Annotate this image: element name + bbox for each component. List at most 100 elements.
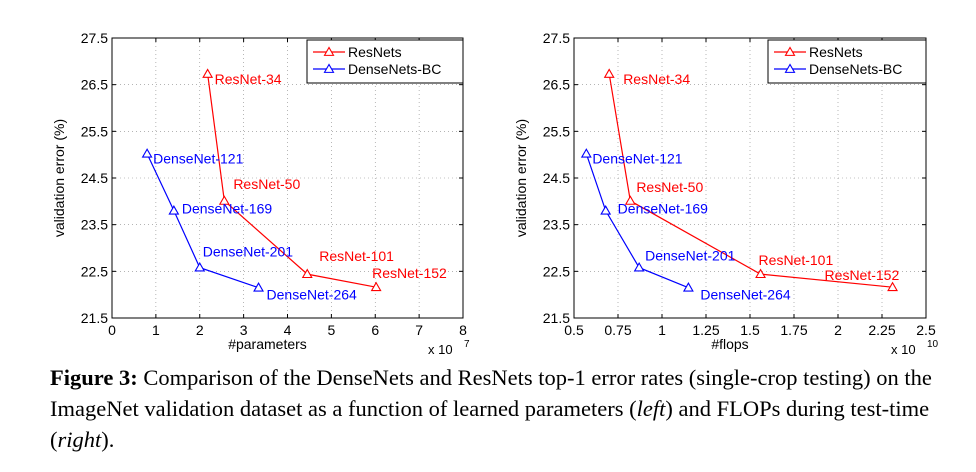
x-axis-label: #parameters	[228, 336, 307, 352]
data-label-resnet-34: ResNet-34	[215, 71, 282, 87]
y-tick-label: 27.5	[81, 30, 108, 46]
data-label-resnet-34: ResNet-34	[623, 71, 690, 87]
y-tick-label: 22.5	[543, 263, 570, 279]
y-tick-label: 26.5	[543, 77, 570, 93]
data-point-densenet-264	[682, 282, 694, 292]
legend-marker-resnets	[784, 46, 796, 56]
caption-text-1: Comparison of the DenseNets and ResNets …	[50, 365, 932, 421]
caption-label: Figure 3:	[50, 365, 138, 390]
data-point-densenet-201	[194, 261, 206, 272]
chart-flops: 0.5 0.75 1 1.25 1.5 1.75 2 2.25 2.5 21.5 22.5 23.5 2…	[513, 30, 939, 357]
x-axis-exponent: x 10	[891, 342, 916, 357]
data-point-densenet-121	[141, 148, 153, 158]
x-tick-label: 5	[327, 322, 335, 338]
x-tick-label: 1.25	[692, 322, 719, 338]
data-label-resnet-152: ResNet-152	[372, 265, 447, 281]
y-tick-label: 21.5	[81, 310, 108, 326]
y-tick-label: 21.5	[543, 310, 570, 326]
legend-label-resnets: ResNets	[348, 44, 402, 60]
data-point-resnet-152	[887, 281, 899, 292]
caption-italic-right: right	[57, 427, 102, 452]
x-tick-label: 3	[240, 322, 248, 338]
data-point-resnet-50	[624, 195, 636, 205]
data-label-resnet-101: ResNet-101	[319, 248, 394, 264]
y-tick-label: 23.5	[543, 217, 570, 233]
x-tick-label: 6	[371, 322, 379, 338]
data-label-densenet-264: DenseNet-264	[267, 287, 357, 303]
data-point-densenet-169	[600, 205, 612, 215]
x-axis-exponent-power: 10	[927, 339, 939, 350]
caption-text-3: ).	[101, 427, 115, 452]
figure-caption: Figure 3: Comparison of the DenseNets an…	[50, 362, 950, 455]
y-tick-label: 22.5	[81, 263, 108, 279]
y-tick-label: 24.5	[81, 170, 108, 186]
legend-marker-resnets	[323, 46, 335, 56]
chart-parameters: 0 1 2 3 4 5 6 7 821.522.523.524.525.526.527.5#pa…	[51, 30, 470, 357]
data-point-resnet-101	[755, 268, 767, 279]
data-label-resnet-152: ResNet-152	[825, 267, 900, 283]
legend-marker-densenets-bc	[323, 63, 335, 73]
x-tick-label: 1	[152, 322, 160, 338]
y-tick-label: 23.5	[81, 217, 108, 233]
x-tick-label: 2	[834, 322, 842, 338]
data-point-resnet-50	[218, 195, 230, 205]
x-tick-label: 2.5	[916, 322, 936, 338]
data-label-densenet-169: DenseNet-169	[618, 201, 708, 217]
x-axis-exponent: x 10	[428, 342, 453, 357]
data-point-densenet-121	[580, 148, 592, 158]
legend-marker-densenets-bc	[784, 63, 796, 73]
legend-box	[306, 39, 464, 84]
series-line-resnets	[207, 73, 377, 288]
data-label-resnet-50: ResNet-50	[233, 176, 300, 192]
data-point-resnet-34	[202, 68, 214, 78]
series-densenets-bc: DenseNet-121 DenseNet-169 DenseNet-201 Dens…	[580, 148, 791, 303]
x-tick-label: 8	[459, 322, 467, 338]
data-point-resnet-101	[301, 268, 313, 279]
charts-canvas: 0 1 2 3 4 5 6 7 821.522.523.524.525.526.527.5#pa…	[51, 30, 939, 357]
y-axis-label: validation error (%)	[51, 119, 67, 237]
x-tick-label: 4	[284, 322, 292, 338]
data-label-densenet-121: DenseNet-121	[153, 151, 243, 167]
x-axis-label: #flops	[711, 336, 748, 352]
x-tick-label: 1.5	[740, 322, 760, 338]
y-tick-label: 25.5	[81, 123, 108, 139]
x-tick-label: 2	[196, 322, 204, 338]
legend-label-densenets-bc: DenseNets-BC	[809, 61, 902, 77]
y-tick-label: 25.5	[543, 123, 570, 139]
data-point-densenet-169	[168, 205, 180, 215]
x-tick-label: 2.25	[868, 322, 895, 338]
legend-label-resnets: ResNets	[809, 44, 863, 60]
data-label-resnet-50: ResNet-50	[636, 179, 703, 195]
data-point-densenet-264	[253, 282, 264, 292]
data-label-densenet-169: DenseNet-169	[182, 201, 272, 217]
x-tick-label: 1.75	[780, 322, 807, 338]
legend-label-densenets-bc: DenseNets-BC	[348, 61, 441, 77]
series-line-densenets-bc	[146, 153, 259, 289]
y-axis-label: validation error (%)	[513, 119, 529, 237]
data-label-densenet-121: DenseNet-121	[592, 151, 682, 167]
x-axis-exponent-power: 7	[464, 339, 470, 350]
series-line-resnets	[608, 73, 893, 288]
data-point-densenet-201	[633, 261, 645, 272]
data-label-densenet-201: DenseNet-201	[203, 244, 293, 260]
series-line-densenets-bc	[585, 153, 689, 289]
data-point-resnet-34	[603, 68, 615, 78]
y-tick-label: 26.5	[81, 77, 108, 93]
y-tick-label: 24.5	[543, 170, 570, 186]
data-point-resnet-152	[370, 281, 382, 292]
data-label-densenet-264: DenseNet-264	[700, 287, 790, 303]
x-tick-label: 7	[415, 322, 423, 338]
legend-box	[767, 39, 927, 84]
caption-italic-left: left	[636, 396, 666, 421]
data-label-resnet-101: ResNet-101	[759, 252, 834, 268]
x-tick-label: 0.75	[604, 322, 631, 338]
figure-charts: 0 1 2 3 4 5 6 7 8 21.5 22.5 23.5 24.5 25.5 26.5 27.5 #pa…	[51, 30, 939, 357]
y-tick-label: 27.5	[543, 30, 570, 46]
x-tick-label: 0.5	[564, 322, 584, 338]
x-tick-label: 0	[108, 322, 116, 338]
caption-text-2: ) and FLOPs during test-time (	[50, 396, 930, 452]
